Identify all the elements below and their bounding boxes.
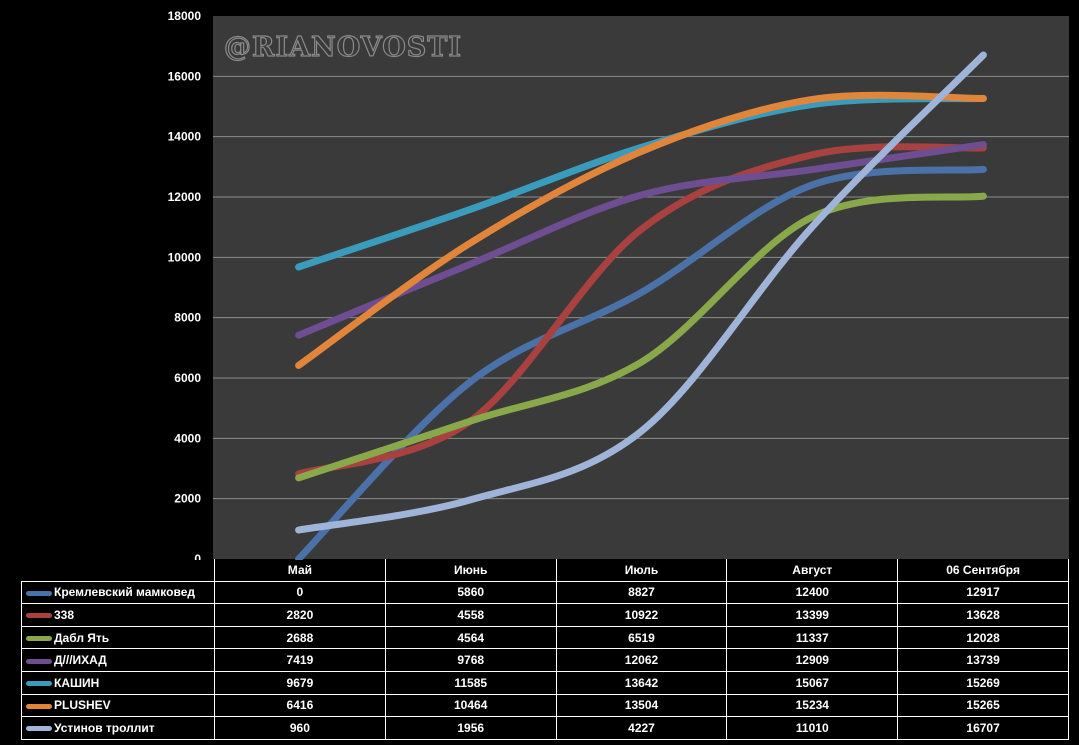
data-label: 9679: [214, 670, 386, 695]
data-label: 11585: [384, 670, 557, 695]
data-label: 0: [214, 580, 386, 605]
data-table: Май Июнь Июль Август 06 Сентября Кремлевский…: [21, 559, 1069, 740]
y-tick-label: 10000: [168, 250, 202, 264]
series-lines: [295, 51, 987, 560]
series-name: 338: [54, 607, 75, 622]
y-tick-label: 12000: [168, 190, 202, 204]
data-label: 15234: [726, 693, 899, 718]
data-label: 2820: [214, 603, 386, 627]
data-label: 8827: [555, 580, 728, 605]
table-row: Кремлевский мамковед 0 5860 8827 12400 12917: [21, 580, 1069, 605]
data-label: 7419: [214, 648, 386, 672]
y-axis-ticks: 0 2000 4000 6000 8000 10000 12000 14000 16000 180…: [168, 9, 202, 560]
series-line-6: [295, 91, 987, 369]
table-row: Дабл Ять 2688 4564 6519 11337 12028: [21, 625, 1069, 650]
table-header-row: Май Июнь Июль Август 06 Сентября: [21, 559, 1069, 582]
legend-swatch: [26, 703, 52, 709]
data-label: 12028: [897, 625, 1069, 650]
y-tick-label: 18000: [168, 9, 202, 23]
legend-swatch: [26, 726, 52, 732]
category-header: Июль: [555, 559, 728, 582]
table-row: 338 2820 4558 10922 13399 13628: [21, 603, 1069, 627]
series-legend-cell: Кремлевский мамковед: [21, 580, 215, 605]
data-label: 4227: [555, 716, 728, 740]
data-label: 12909: [726, 648, 899, 672]
data-label: 4564: [384, 625, 557, 650]
series-legend-cell: Д///ИХАД: [21, 648, 215, 672]
data-label: 960: [214, 716, 386, 740]
series-legend-cell: Дабл Ять: [21, 625, 215, 650]
series-name: Д///ИХАД: [54, 653, 107, 668]
data-label: 5860: [384, 580, 557, 605]
data-label: 13399: [726, 603, 899, 627]
data-label: 1956: [384, 716, 557, 740]
series-line-2: [295, 143, 987, 478]
data-label: 10922: [555, 603, 728, 627]
data-label: 11337: [726, 625, 899, 650]
legend-swatch: [26, 681, 52, 687]
series-name: PLUSHEV: [54, 698, 111, 713]
category-header: 06 Сентября: [897, 559, 1069, 582]
legend-swatch: [26, 635, 52, 641]
data-label: 6519: [555, 625, 728, 650]
watermark: @RIANOVOSTI: [224, 32, 462, 63]
y-tick-label: 16000: [168, 69, 202, 83]
series-legend-cell: КАШИН: [21, 670, 215, 695]
data-label: 6416: [214, 693, 386, 718]
series-line-7: [295, 51, 987, 534]
data-label: 13739: [897, 648, 1069, 672]
y-tick-label: 4000: [174, 431, 201, 445]
table-row: КАШИН 9679 11585 13642 15067 15269: [21, 670, 1069, 695]
data-label: 2688: [214, 625, 386, 650]
legend-swatch: [26, 613, 52, 619]
data-label: 12062: [555, 648, 728, 672]
y-tick-label: 0: [194, 552, 201, 560]
y-tick-label: 2000: [174, 492, 201, 506]
data-label: 13628: [897, 603, 1069, 627]
data-label: 15269: [897, 670, 1069, 695]
category-header: Май: [214, 559, 386, 582]
category-header: Июнь: [384, 559, 557, 582]
series-legend-cell: PLUSHEV: [21, 693, 215, 718]
data-label: 15067: [726, 670, 899, 695]
y-tick-label: 6000: [174, 371, 201, 385]
series-name: Кремлевский мамковед: [54, 585, 195, 600]
line-chart: 0 2000 4000 6000 8000 10000 12000 14000 16000 180…: [168, 9, 1069, 560]
data-label: 4558: [384, 603, 557, 627]
series-legend-cell: Устинов троллит: [21, 716, 215, 740]
data-label: 13642: [555, 670, 728, 695]
data-label: 10464: [384, 693, 557, 718]
table-corner: [21, 559, 215, 582]
data-label: 9768: [384, 648, 557, 672]
data-label: 12400: [726, 580, 899, 605]
series-name: Дабл Ять: [54, 630, 110, 645]
series-line-5: [295, 94, 987, 271]
series-name: Устинов троллит: [54, 720, 155, 735]
y-tick-label: 14000: [168, 130, 202, 144]
series-legend-cell: 338: [21, 603, 215, 627]
data-label: 11010: [726, 716, 899, 740]
data-label: 12917: [897, 580, 1069, 605]
series-name: КАШИН: [54, 675, 100, 690]
data-label: 15265: [897, 693, 1069, 718]
legend-swatch: [26, 658, 52, 664]
table-row: Д///ИХАД 7419 9768 12062 12909 13739: [21, 648, 1069, 672]
table-row: PLUSHEV 6416 10464 13504 15234 15265: [21, 693, 1069, 718]
category-header: Август: [726, 559, 899, 582]
y-tick-label: 8000: [174, 311, 201, 325]
series-line-3: [295, 192, 987, 482]
legend-swatch: [26, 590, 52, 596]
table-body: Кремлевский мамковед 0 5860 8827 12400 12917 3…: [21, 580, 1069, 740]
data-label: 13504: [555, 693, 728, 718]
data-label: 16707: [897, 716, 1069, 740]
table-row: Устинов троллит 960 1956 4227 11010 16707: [21, 716, 1069, 740]
